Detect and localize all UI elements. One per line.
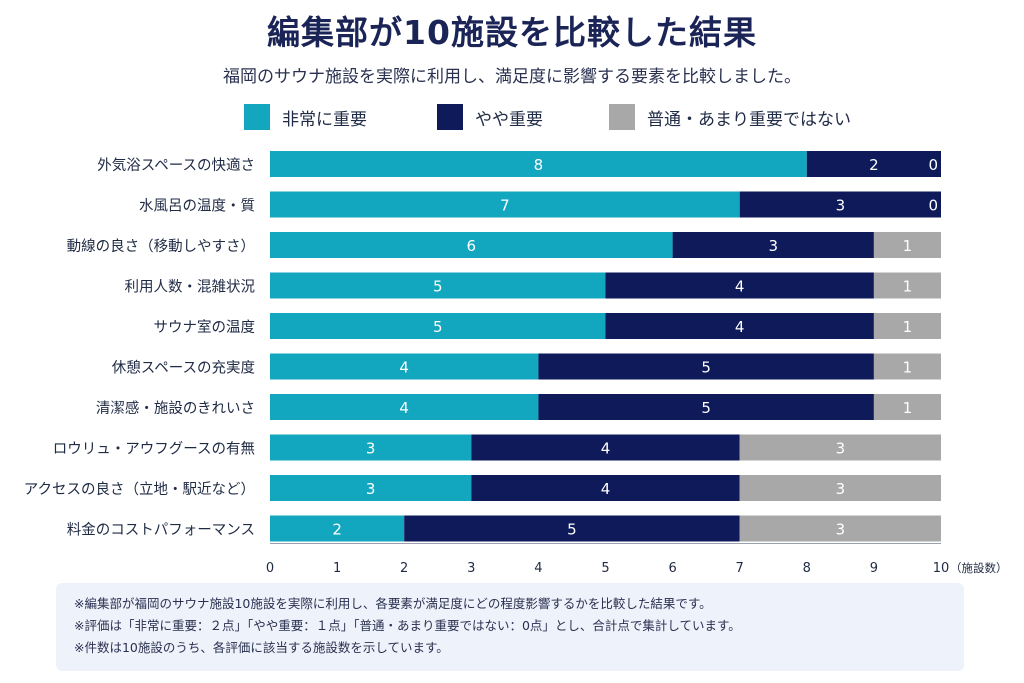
bar-value-label: 1 <box>903 399 913 417</box>
x-tick-label: 4 <box>534 561 542 576</box>
bar-segment <box>873 272 941 299</box>
bar-value-label: 1 <box>903 278 913 296</box>
bar-value-label: 8 <box>534 156 544 174</box>
category-label: サウナ室の温度 <box>154 319 256 336</box>
x-tick-label: 1 <box>333 561 341 576</box>
bar-segment <box>471 475 740 501</box>
bar-value-label: 5 <box>701 359 711 377</box>
category-label: アクセスの良さ（立地・駅近など） <box>24 481 255 498</box>
bar-value-label: 3 <box>366 440 376 458</box>
bar-segment <box>270 353 539 380</box>
x-tick-label: 2 <box>400 561 408 576</box>
notes-box: ※編集部が福岡のサウナ施設10施設を実際に利用し、各要素が満足度にどの程度影響す… <box>56 583 964 671</box>
bar-segment <box>538 394 874 420</box>
bar-segment <box>270 191 740 218</box>
x-tick-label: 5 <box>601 561 609 576</box>
bar-value-label: 4 <box>735 318 745 336</box>
x-tick-label: 3 <box>467 561 475 576</box>
bar-value-label: 5 <box>433 278 443 296</box>
bar-value-label: 3 <box>836 197 846 215</box>
bar-segment <box>873 232 941 258</box>
x-axis-label: （施設数） <box>950 561 1008 575</box>
chart-subtitle: 福岡のサウナ施設を実際に利用し、満足度に影響する要素を比較しました。 <box>223 67 801 87</box>
bar-value-label: 2 <box>869 156 879 174</box>
bar-value-label: 0 <box>928 197 938 215</box>
bar-segment <box>806 151 941 177</box>
note-2: ※評価は「非常に重要：２点」「やや重要：１点」「普通・あまり重要ではない：0点」… <box>74 618 741 633</box>
bar-segment <box>404 515 740 542</box>
bar-value-label: 4 <box>601 440 611 458</box>
legend: 非常に重要 やや重要 普通・あまり重要ではない <box>0 104 1024 130</box>
bar-segment <box>873 394 941 420</box>
bar-segment <box>739 191 941 218</box>
x-tick-label: 10 <box>933 561 950 576</box>
bar-segment <box>739 475 941 501</box>
bar-segment <box>605 313 874 339</box>
category-label: 料金のコストパフォーマンス <box>67 522 255 539</box>
bar-segment <box>270 434 472 461</box>
bar-value-label: 3 <box>836 440 846 458</box>
bar-value-label: 2 <box>332 521 342 539</box>
bar-value-label: 3 <box>836 521 846 539</box>
bar-segment <box>739 515 941 542</box>
bar-segment <box>270 515 405 542</box>
x-tick-label: 9 <box>870 561 878 576</box>
x-tick-label: 0 <box>266 561 274 576</box>
category-label: 水風呂の温度・質 <box>139 197 255 215</box>
bar-value-label: 1 <box>903 359 913 377</box>
bar-value-label: 4 <box>735 278 745 296</box>
category-label: ロウリュ・アウフグースの有無 <box>53 441 255 458</box>
bar-value-label: 6 <box>467 237 477 255</box>
category-label: 利用人数・混雑状況 <box>125 279 256 296</box>
bar-segment <box>270 394 539 420</box>
bar-value-label: 4 <box>399 359 409 377</box>
bar-value-label: 1 <box>903 237 913 255</box>
bar-value-label: 5 <box>701 399 711 417</box>
bar-segment <box>739 434 941 461</box>
category-label: 休憩スペースの充実度 <box>112 360 255 377</box>
legend-swatch-somewhat-important <box>437 104 463 130</box>
bar-segment <box>873 353 941 380</box>
x-tick-label: 6 <box>668 561 676 576</box>
bar-value-label: 5 <box>433 318 443 336</box>
bar-segment <box>270 475 472 501</box>
bar-value-label: 4 <box>399 399 409 417</box>
chart-title: 編集部が10施設を比較した結果 <box>267 13 757 52</box>
category-label: 清潔感・施設のきれいさ <box>96 400 255 417</box>
bar-segment <box>672 232 874 258</box>
bar-segment <box>538 353 874 380</box>
category-label: 動線の良さ（移動しやすさ） <box>67 238 255 255</box>
bar-segment <box>873 313 941 339</box>
legend-label-not-important: 普通・あまり重要ではない <box>647 109 851 130</box>
legend-item-not-important: 普通・あまり重要ではない <box>609 104 851 130</box>
bar-value-label: 3 <box>768 237 778 255</box>
bar-value-label: 3 <box>836 480 846 498</box>
x-tick-label: 8 <box>803 561 811 576</box>
legend-item-very-important: 非常に重要 <box>244 104 367 130</box>
legend-label-very-important: 非常に重要 <box>282 109 367 130</box>
bar-segment <box>270 313 606 339</box>
note-1: ※編集部が福岡のサウナ施設10施設を実際に利用し、各要素が満足度にどの程度影響す… <box>74 596 712 611</box>
bar-value-label: 1 <box>903 318 913 336</box>
bar-value-label: 5 <box>567 521 577 539</box>
bar-value-label: 4 <box>601 480 611 498</box>
bar-value-label: 0 <box>928 156 938 174</box>
legend-item-somewhat-important: やや重要 <box>437 104 543 130</box>
category-label: 外気浴スペースの快適さ <box>97 156 255 174</box>
x-tick-label: 7 <box>736 561 744 576</box>
bar-value-label: 7 <box>500 197 510 215</box>
bar-value-label: 3 <box>366 480 376 498</box>
note-3: ※件数は10施設のうち、各評価に該当する施設数を示しています。 <box>74 640 449 655</box>
bar-segment <box>605 272 874 299</box>
legend-label-somewhat-important: やや重要 <box>475 109 543 130</box>
bar-segment <box>270 232 673 258</box>
bar-segment <box>471 434 740 461</box>
legend-swatch-very-important <box>244 104 270 130</box>
bar-segment <box>270 272 606 299</box>
bar-segment <box>270 151 807 177</box>
legend-swatch-not-important <box>609 104 635 130</box>
